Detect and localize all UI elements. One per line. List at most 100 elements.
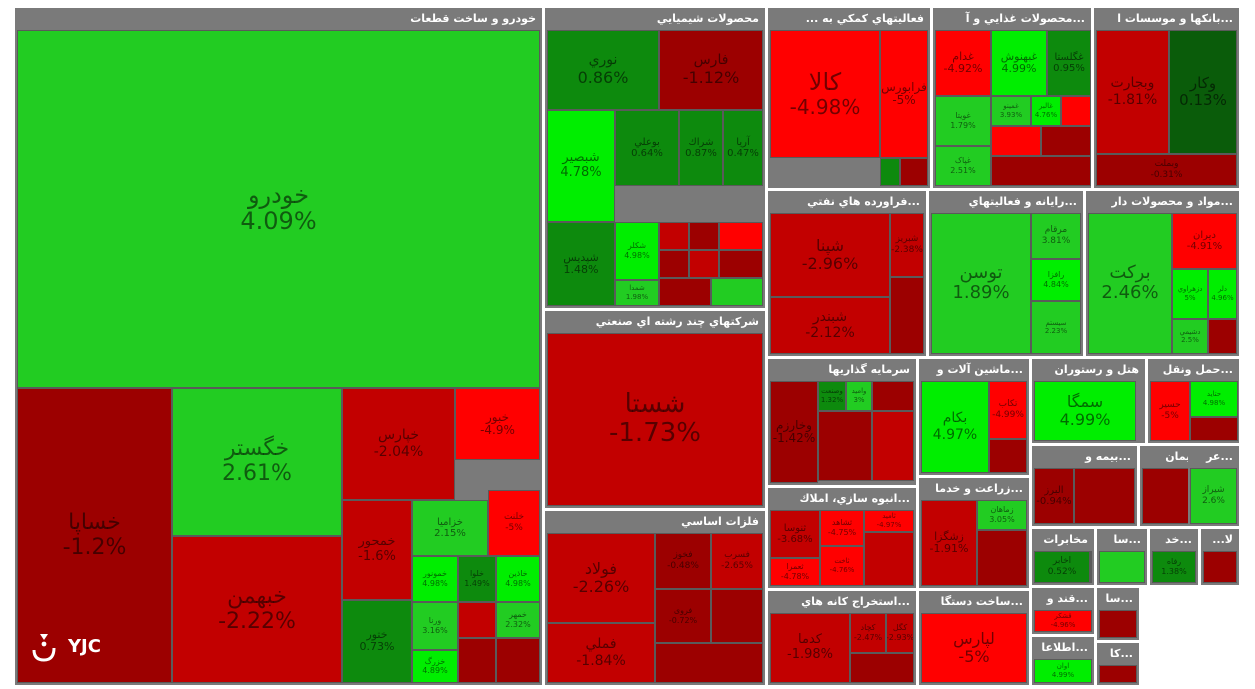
stock-tile[interactable]: شبريز -2.38% — [890, 213, 924, 277]
treemap-cell[interactable] — [880, 158, 900, 186]
stock-tile[interactable]: دشيمي 2.5% — [1172, 319, 1208, 354]
stock-tile[interactable]: خساپا -1.2% — [17, 388, 172, 683]
stock-tile[interactable]: دلر 4.96% — [1208, 269, 1237, 319]
stock-tile[interactable]: غدام -4.92% — [935, 30, 991, 96]
stock-tile[interactable]: ورنا 3.16% — [412, 602, 458, 650]
stock-tile[interactable]: خزامیا 2.15% — [412, 500, 488, 556]
treemap-cell[interactable] — [655, 643, 763, 683]
stock-tile[interactable]: قشکر -4.96% — [1034, 610, 1092, 632]
treemap-cell[interactable] — [991, 156, 1091, 186]
stock-tile[interactable]: فملي -1.84% — [547, 623, 655, 683]
stock-tile[interactable]: خزرگ 4.89% — [412, 650, 458, 683]
stock-tile[interactable]: ثاخت -4.76% — [820, 546, 864, 586]
stock-tile[interactable]: غبهنوش 4.99% — [991, 30, 1047, 96]
stock-tile[interactable]: خمونور 4.98% — [412, 556, 458, 602]
treemap-cell[interactable] — [1090, 551, 1092, 583]
stock-tile[interactable]: لپارس -5% — [921, 613, 1027, 683]
treemap-cell[interactable] — [890, 277, 924, 354]
treemap-cell[interactable] — [1208, 319, 1237, 354]
stock-tile[interactable]: كالا -4.98% — [770, 30, 880, 158]
stock-tile[interactable]: خمحور -1.6% — [342, 500, 412, 600]
stock-tile[interactable]: خپارس -2.04% — [342, 388, 455, 500]
treemap-cell[interactable] — [1074, 468, 1135, 524]
treemap-cell[interactable] — [1041, 126, 1091, 156]
stock-tile[interactable]: خبهمن -2.22% — [172, 536, 342, 683]
stock-tile[interactable]: غالبر 4.76% — [1031, 96, 1061, 126]
stock-tile[interactable]: فخوز -0.48% — [655, 533, 711, 589]
stock-tile[interactable]: نوري 0.86% — [547, 30, 659, 110]
stock-tile[interactable]: غپاک 2.51% — [935, 146, 991, 186]
stock-tile[interactable]: شپديس 1.48% — [547, 222, 615, 306]
stock-tile[interactable]: شستا -1.73% — [547, 333, 763, 506]
stock-tile[interactable]: خبور -4.9% — [455, 388, 540, 460]
stock-tile[interactable]: شبصير 4.78% — [547, 110, 615, 222]
treemap-cell[interactable] — [711, 278, 763, 306]
stock-tile[interactable]: غويتا 1.79% — [935, 96, 991, 146]
stock-tile[interactable]: ثنوسا -3.68% — [770, 510, 820, 558]
stock-tile[interactable]: دزهراوي 5% — [1172, 269, 1208, 319]
stock-tile[interactable]: خمهر 2.32% — [496, 602, 540, 638]
stock-tile[interactable]: شيراز 2.6% — [1190, 468, 1237, 524]
stock-tile[interactable]: خودرو 4.09% — [17, 30, 540, 388]
stock-tile[interactable]: رافزا 4.84% — [1031, 259, 1081, 301]
treemap-cell[interactable] — [1061, 96, 1091, 126]
treemap-cell[interactable] — [1190, 417, 1238, 441]
treemap-cell[interactable] — [689, 250, 719, 278]
treemap-cell[interactable] — [659, 278, 711, 306]
stock-tile[interactable]: آريا 0.47% — [723, 110, 763, 186]
stock-tile[interactable]: اوان 4.99% — [1034, 659, 1092, 683]
treemap-cell[interactable] — [1099, 551, 1145, 583]
stock-tile[interactable]: ديران -4.91% — [1172, 213, 1237, 269]
stock-tile[interactable]: خاذين 4.98% — [496, 556, 540, 602]
stock-tile[interactable]: شپنا -2.96% — [770, 213, 890, 297]
stock-tile[interactable]: وبجارت -1.81% — [1096, 30, 1169, 154]
stock-tile[interactable]: شبندر -2.12% — [770, 297, 890, 354]
stock-tile[interactable]: تكاب -4.99% — [989, 381, 1027, 439]
stock-tile[interactable]: البرز -0.94% — [1034, 468, 1074, 524]
treemap-cell[interactable] — [900, 158, 928, 186]
stock-tile[interactable]: اخابر 0.52% — [1034, 551, 1090, 583]
stock-tile[interactable]: وخارزم -1.42% — [770, 381, 818, 483]
stock-tile[interactable]: زشگزا -1.91% — [921, 500, 977, 586]
treemap-cell[interactable] — [659, 222, 689, 250]
treemap-cell[interactable] — [458, 638, 496, 683]
treemap-cell[interactable] — [1099, 610, 1137, 638]
stock-tile[interactable]: زماهان 3.05% — [977, 500, 1027, 530]
stock-tile[interactable]: خگستر 2.61% — [172, 388, 342, 536]
stock-tile[interactable]: كدما -1.98% — [770, 613, 850, 683]
treemap-cell[interactable] — [991, 126, 1041, 156]
stock-tile[interactable]: حتايد 4.98% — [1190, 381, 1238, 417]
treemap-cell[interactable] — [989, 439, 1027, 473]
stock-tile[interactable]: رفاه 1.38% — [1152, 551, 1196, 583]
treemap-cell[interactable] — [872, 381, 914, 411]
stock-tile[interactable]: حسير -5% — [1150, 381, 1190, 441]
stock-tile[interactable]: فرابورس -5% — [880, 30, 928, 158]
stock-tile[interactable]: ختور 0.73% — [342, 600, 412, 683]
stock-tile[interactable]: وبملت -0.31% — [1096, 154, 1237, 186]
treemap-cell[interactable] — [711, 589, 763, 643]
stock-tile[interactable]: فروی -0.72% — [655, 589, 711, 643]
stock-tile[interactable]: وامید 3% — [846, 381, 872, 411]
stock-tile[interactable]: وصنعت 1.32% — [818, 381, 846, 411]
stock-tile[interactable]: كگل -2.93% — [886, 613, 914, 653]
stock-tile[interactable]: شراك 0.87% — [679, 110, 723, 186]
stock-tile[interactable]: شمدا 1.98% — [615, 280, 659, 306]
treemap-cell[interactable] — [719, 250, 763, 278]
stock-tile[interactable]: بركت 2.46% — [1088, 213, 1172, 354]
stock-tile[interactable]: ثشاهد -4.75% — [820, 510, 864, 546]
stock-tile[interactable]: بوعلي 0.64% — [615, 110, 679, 186]
treemap-cell[interactable] — [719, 222, 763, 250]
treemap-cell[interactable] — [864, 532, 914, 586]
stock-tile[interactable]: كچاد -2.47% — [850, 613, 886, 653]
stock-tile[interactable]: ثعمرا -4.78% — [770, 558, 820, 586]
treemap-cell[interactable] — [689, 222, 719, 250]
stock-tile[interactable]: ثامید -4.97% — [864, 510, 914, 532]
stock-tile[interactable]: خلنت -5% — [488, 490, 540, 556]
treemap-cell[interactable] — [496, 638, 540, 683]
stock-tile[interactable]: مرقام 3.81% — [1031, 213, 1081, 259]
treemap-cell[interactable] — [1099, 665, 1137, 683]
stock-tile[interactable]: فارس -1.12% — [659, 30, 763, 110]
treemap-cell[interactable] — [1203, 551, 1237, 583]
stock-tile[interactable]: بكام 4.97% — [921, 381, 989, 473]
treemap-cell[interactable] — [977, 530, 1027, 586]
